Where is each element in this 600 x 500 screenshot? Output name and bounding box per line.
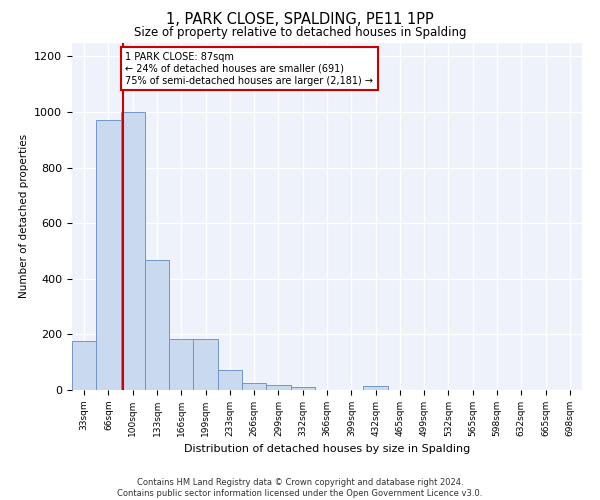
Text: Size of property relative to detached houses in Spalding: Size of property relative to detached ho… xyxy=(134,26,466,39)
Text: 1 PARK CLOSE: 87sqm
← 24% of detached houses are smaller (691)
75% of semi-detac: 1 PARK CLOSE: 87sqm ← 24% of detached ho… xyxy=(125,52,373,86)
X-axis label: Distribution of detached houses by size in Spalding: Distribution of detached houses by size … xyxy=(184,444,470,454)
Bar xyxy=(145,260,169,390)
Bar xyxy=(218,370,242,390)
Text: 1, PARK CLOSE, SPALDING, PE11 1PP: 1, PARK CLOSE, SPALDING, PE11 1PP xyxy=(166,12,434,28)
Bar xyxy=(266,385,290,390)
Bar xyxy=(169,338,193,390)
Bar xyxy=(242,383,266,390)
Bar xyxy=(193,338,218,390)
Bar xyxy=(72,342,96,390)
Bar xyxy=(290,386,315,390)
Bar xyxy=(121,112,145,390)
Bar xyxy=(364,386,388,390)
Bar xyxy=(96,120,121,390)
Text: Contains HM Land Registry data © Crown copyright and database right 2024.
Contai: Contains HM Land Registry data © Crown c… xyxy=(118,478,482,498)
Y-axis label: Number of detached properties: Number of detached properties xyxy=(19,134,29,298)
